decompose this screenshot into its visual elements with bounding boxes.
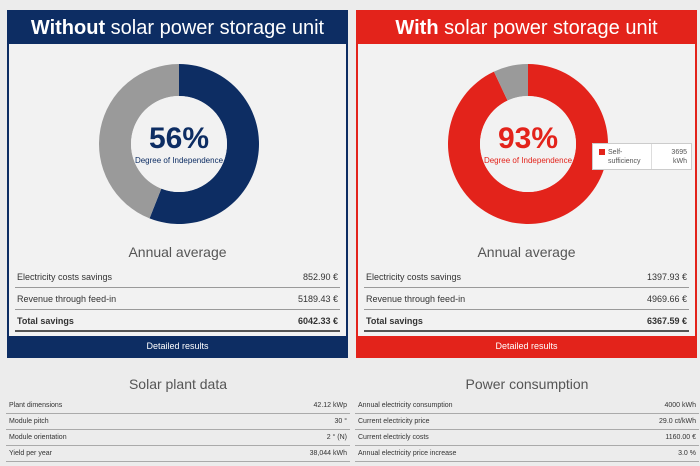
row-label: Revenue through feed-in — [17, 294, 117, 304]
table-row: Yield per year 38,044 kWh — [6, 446, 350, 462]
donut-hole — [480, 96, 576, 192]
row-value: 3.0 % — [678, 450, 696, 457]
table-row: Annual electricity price increase 3.0 % — [355, 446, 699, 462]
panel-header: Without solar power storage unit — [9, 12, 346, 44]
table-row: Current electricity price 29.0 ct/kWh — [355, 414, 699, 430]
tooltip-label: Self-sufficiency — [608, 149, 641, 165]
row-value: 38,044 kWh — [309, 450, 347, 457]
legend-swatch — [599, 149, 605, 155]
row-value: 30 ° — [334, 418, 347, 425]
table-row: Current electricly costs 1160.00 € — [355, 430, 699, 446]
independence-percent: 56% — [148, 122, 210, 155]
savings-table: Electricity costs savings 1397.93 € Reve… — [364, 268, 689, 334]
row-label: Revenue through feed-in — [366, 294, 466, 304]
independence-donut-chart: 93% Degree of Independence — [448, 64, 608, 224]
row-label: Total savings — [366, 316, 423, 326]
row-label: Annual electricity price increase — [358, 450, 457, 457]
independence-label: Degree of Independence — [483, 156, 573, 165]
panel-header: With solar power storage unit — [358, 12, 695, 44]
row-label: Total savings — [17, 316, 74, 326]
without-storage-panel: Without solar power storage unit 56% Deg… — [7, 10, 348, 358]
row-value: 4000 kWh — [664, 402, 696, 409]
row-value: 852.90 € — [302, 272, 338, 282]
row-label: Electricity costs savings — [17, 272, 113, 282]
header-rest: solar power storage unit — [438, 17, 658, 39]
table-row: Electricity costs savings 852.90 € — [15, 268, 340, 288]
table-row: Revenue through feed-in 5189.43 € — [15, 290, 340, 310]
table-row: Electricity costs savings 1397.93 € — [364, 268, 689, 288]
row-label: Module orientation — [9, 434, 67, 441]
header-rest: solar power storage unit — [105, 17, 325, 39]
row-value: 4969.66 € — [646, 294, 687, 304]
independence-donut-chart: 56% Degree of Independence — [99, 64, 259, 224]
row-value: 5189.43 € — [297, 294, 338, 304]
section-title: Solar plant data — [128, 376, 228, 392]
annual-average-title: Annual average — [477, 244, 576, 260]
solar-plant-data-section: Solar plant data Plant dimensions 42.12 … — [6, 376, 350, 462]
tooltip-value: 3695 kWh — [671, 149, 687, 165]
row-value: 42.12 kWp — [313, 402, 347, 409]
row-label: Plant dimensions — [9, 402, 63, 409]
detailed-results-button[interactable]: Detailed results — [358, 336, 695, 356]
independence-segment — [448, 64, 608, 224]
row-label: Yield per year — [9, 450, 52, 457]
row-label: Electricity costs savings — [366, 272, 462, 282]
with-storage-panel: With solar power storage unit 93% Degree… — [356, 10, 697, 358]
chart-tooltip: Self-sufficiency 3695 kWh — [592, 143, 692, 170]
row-value: 6367.59 € — [646, 316, 687, 326]
row-value: 29.0 ct/kWh — [659, 418, 696, 425]
donut-hole — [131, 96, 227, 192]
row-label: Current electricly costs — [358, 434, 429, 441]
detailed-results-button[interactable]: Detailed results — [9, 336, 346, 356]
header-bold: With — [395, 17, 439, 39]
section-title: Power consumption — [465, 376, 589, 392]
row-value: 6042.33 € — [297, 316, 338, 326]
remainder-segment — [99, 64, 179, 219]
table-row: Revenue through feed-in 4969.66 € — [364, 290, 689, 310]
remainder-segment — [493, 64, 528, 101]
independence-label: Degree of Independence — [134, 156, 224, 165]
header-bold: Without — [30, 17, 106, 39]
row-label: Current electricity price — [358, 418, 430, 425]
table-row: Module orientation 2 ° (N) — [6, 430, 350, 446]
row-value: 2 ° (N) — [326, 434, 347, 441]
row-label: Annual electricity consumption — [358, 402, 453, 409]
savings-table: Electricity costs savings 852.90 € Reven… — [15, 268, 340, 334]
donut-svg — [448, 64, 608, 224]
annual-average-title: Annual average — [128, 244, 227, 260]
row-value: 1160.00 € — [665, 434, 696, 441]
donut-center: 56% Degree of Independence — [99, 64, 259, 224]
table-row: Module pitch 30 ° — [6, 414, 350, 430]
row-label: Module pitch — [9, 418, 49, 425]
donut-center: 93% Degree of Independence — [448, 64, 608, 224]
power-consumption-section: Power consumption Annual electricity con… — [355, 376, 699, 462]
total-row: Total savings 6367.59 € — [364, 312, 689, 332]
table-row: Plant dimensions 42.12 kWp — [6, 398, 350, 414]
independence-percent: 93% — [497, 122, 559, 155]
total-row: Total savings 6042.33 € — [15, 312, 340, 332]
row-value: 1397.93 € — [646, 272, 687, 282]
independence-segment — [149, 64, 259, 224]
tooltip-divider — [651, 144, 652, 169]
donut-svg — [99, 64, 259, 224]
table-row: Annual electricity consumption 4000 kWh — [355, 398, 699, 414]
